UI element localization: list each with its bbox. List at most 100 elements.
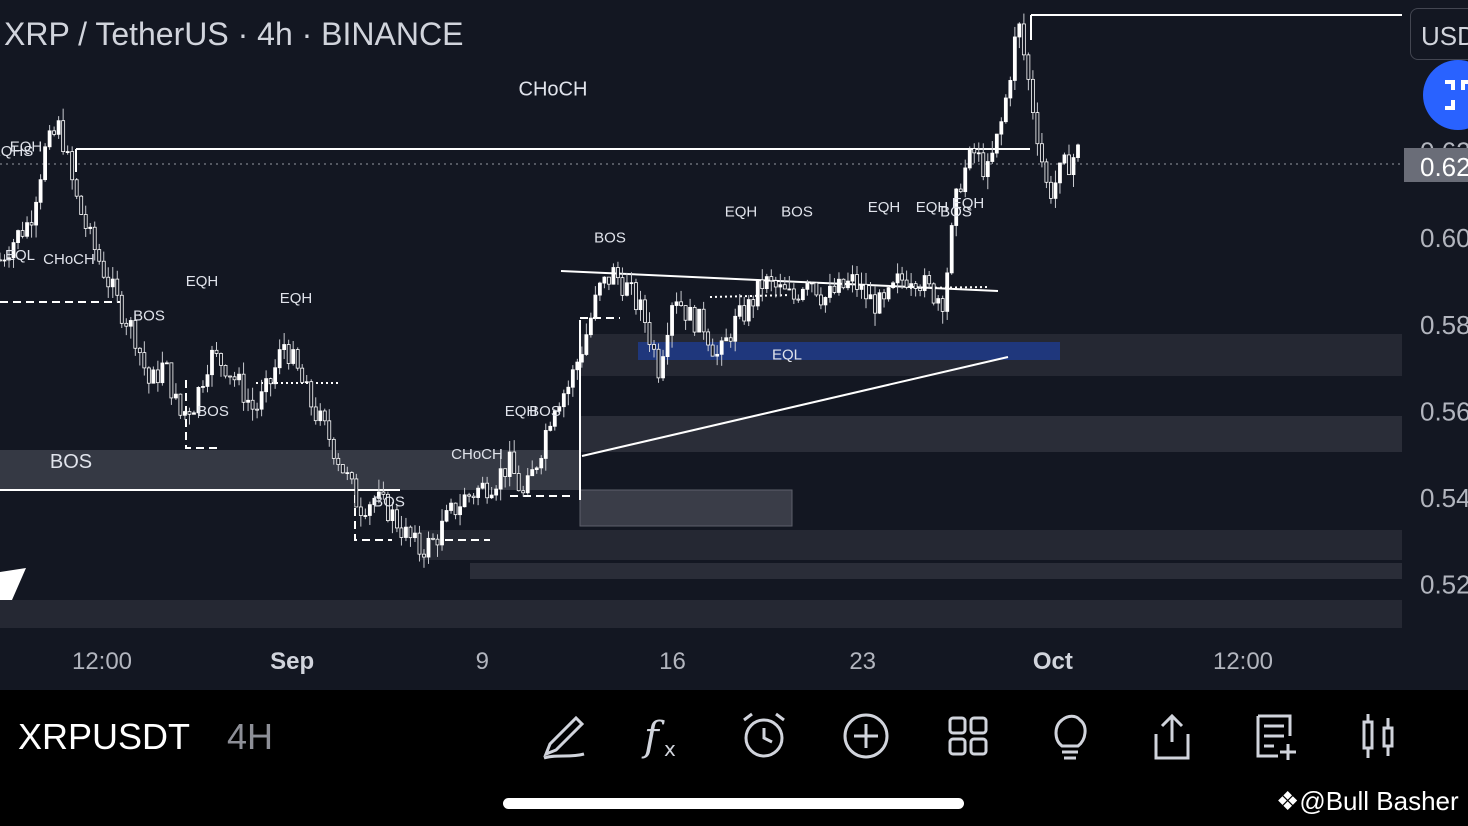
structure-label: EQHS xyxy=(0,143,33,160)
fullscreen-button[interactable] xyxy=(1423,60,1468,130)
candle-body xyxy=(345,472,350,475)
plus-circle-icon[interactable] xyxy=(838,708,894,764)
candle-body xyxy=(295,349,300,369)
structure-label: EQL xyxy=(772,346,802,363)
candle-body xyxy=(146,367,151,384)
candle-body xyxy=(976,152,981,155)
candle-body xyxy=(174,393,178,399)
candle-body xyxy=(760,279,765,290)
home-indicator[interactable] xyxy=(503,798,964,809)
candle-body xyxy=(219,353,223,366)
candle-body xyxy=(178,393,183,416)
candle-body xyxy=(83,214,88,229)
time-tick-label: 12:00 xyxy=(72,648,132,675)
candle-body xyxy=(891,282,895,288)
candle-body xyxy=(782,284,787,290)
candles xyxy=(0,13,1080,568)
structure-label: EQH xyxy=(10,139,43,156)
drawing-artifact xyxy=(0,568,26,600)
candle-body xyxy=(661,356,665,379)
candle-body xyxy=(616,267,620,279)
candle-body xyxy=(936,298,941,304)
grid-icon[interactable] xyxy=(940,708,996,764)
candle-body xyxy=(119,294,124,324)
price-tick-label: 0.52 xyxy=(1420,570,1468,600)
candle-body xyxy=(250,399,255,410)
candle-body xyxy=(1008,80,1013,99)
candle-body xyxy=(133,320,138,349)
candle-body xyxy=(228,375,232,378)
structure-label: BOS xyxy=(529,403,561,420)
candle-body xyxy=(557,406,562,412)
candle-body xyxy=(52,130,57,135)
candle-body xyxy=(841,278,846,289)
structure-label: EQH xyxy=(952,195,985,212)
bracket-2 xyxy=(185,380,222,449)
candle-body xyxy=(769,276,774,282)
candle-body xyxy=(318,410,323,422)
zone-blue xyxy=(638,342,1060,360)
candle-body xyxy=(737,305,742,317)
candle-body xyxy=(850,274,855,282)
candle-body xyxy=(101,260,106,278)
structure-label: CHoCH xyxy=(519,78,588,100)
candle-body xyxy=(931,283,936,304)
candle-body xyxy=(413,532,417,539)
candle-body xyxy=(309,381,314,408)
candle-body xyxy=(958,188,963,193)
candle-body xyxy=(701,308,706,333)
candle-body xyxy=(909,283,914,288)
candle-body xyxy=(489,494,494,499)
share-icon[interactable] xyxy=(1144,708,1200,764)
candle-body xyxy=(137,347,142,354)
price-tick-label: 0.58 xyxy=(1420,310,1468,340)
symbol-label[interactable]: XRPUSDT xyxy=(18,716,191,757)
candle-body xyxy=(539,458,544,469)
candle-body xyxy=(282,344,287,350)
candle-body xyxy=(949,225,954,274)
price-tick-label: 0.56 xyxy=(1420,396,1468,426)
structure-label: BOS xyxy=(781,204,813,221)
candle-body xyxy=(304,381,309,384)
candle-body xyxy=(385,493,390,522)
candle-body xyxy=(954,188,959,226)
candle-body xyxy=(913,283,918,289)
time-tick-label: 16 xyxy=(659,648,686,675)
pen-icon[interactable] xyxy=(536,708,592,764)
candle-body xyxy=(629,282,634,285)
alarm-icon[interactable] xyxy=(736,708,792,764)
candle-body xyxy=(525,475,530,494)
candle-body xyxy=(255,408,259,411)
note-add-icon[interactable] xyxy=(1248,708,1304,764)
currency-button[interactable]: USD xyxy=(1410,8,1468,60)
candle-body xyxy=(805,283,810,290)
zone-7 xyxy=(0,600,1402,628)
candle-body xyxy=(967,148,972,169)
candle-body xyxy=(196,387,201,414)
candle-body xyxy=(692,306,697,333)
price-tick-label: 0.60 xyxy=(1420,223,1468,253)
chart-area[interactable]: CHoCHBOSEQHEQHSEQLCHoCHEQHEQHBOSBOSEQHBO… xyxy=(0,0,1468,690)
candle-body xyxy=(584,334,589,355)
interval-label[interactable]: 4H xyxy=(227,716,274,757)
candle-body xyxy=(16,230,20,244)
bracket-1 xyxy=(354,495,392,541)
time-tick-label: 23 xyxy=(849,648,876,675)
candle-body xyxy=(638,299,643,311)
diamond-logo-icon: ❖ xyxy=(1276,786,1300,816)
candle-body xyxy=(259,391,264,410)
candle-body xyxy=(904,279,909,288)
function-icon[interactable]: f x xyxy=(634,708,690,764)
candle-body xyxy=(999,121,1004,135)
candle-body xyxy=(755,279,760,307)
candle-body xyxy=(417,532,422,555)
candles-icon[interactable] xyxy=(1350,708,1406,764)
structure-label: BOS xyxy=(940,204,972,221)
candle-body xyxy=(462,494,467,508)
structure-label: EQH xyxy=(725,204,758,221)
candle-body xyxy=(128,320,133,327)
lightbulb-icon[interactable] xyxy=(1042,708,1098,764)
candle-body xyxy=(963,167,968,193)
chart-canvas[interactable]: CHoCHBOSEQHEQHSEQLCHoCHEQHEQHBOSBOSEQHBO… xyxy=(0,0,1468,690)
structure-label: CHoCH xyxy=(43,251,95,268)
